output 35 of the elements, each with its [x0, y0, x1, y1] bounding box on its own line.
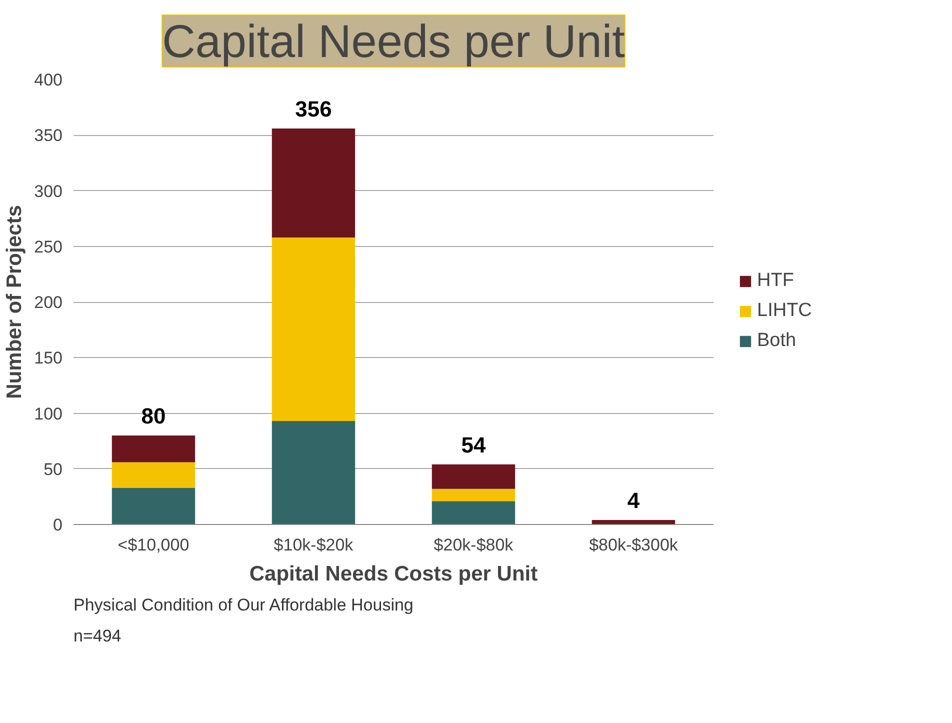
bar — [272, 237, 356, 422]
y-tick-label: 400 — [34, 70, 63, 90]
x-axis-title: Capital Needs Costs per Unit — [249, 562, 538, 586]
y-tick-label: 300 — [34, 182, 63, 201]
chart-title: Capital Needs per Unit — [162, 15, 626, 67]
x-tick-label: $20k-$80k — [434, 536, 514, 554]
total-label: 356 — [295, 96, 332, 122]
y-tick-label: 250 — [34, 237, 63, 256]
text: Physical Condition of Our Affordable Housing — [74, 596, 414, 614]
bar — [432, 464, 516, 489]
legend-label: HTF — [757, 270, 795, 292]
legend-label: LIHTC — [757, 300, 813, 322]
y-tick-label: 100 — [34, 404, 63, 424]
total-label: 80 — [141, 404, 166, 428]
y-tick-label: 0 — [53, 516, 63, 534]
y-tick-label: 200 — [34, 293, 63, 312]
bar — [112, 462, 196, 488]
bar — [112, 488, 196, 524]
x-tick-label: <$10,000 — [118, 536, 190, 554]
bar — [112, 436, 196, 462]
y-axis-title: Number of Projects — [3, 205, 26, 399]
legend-label: Both — [757, 330, 798, 352]
y-tick-label: 150 — [34, 348, 63, 368]
y-tick-label: 350 — [34, 126, 63, 146]
text: n=494 — [74, 626, 122, 646]
bar — [432, 488, 516, 502]
x-tick-label: $80k-$300k — [589, 536, 678, 554]
x-tick-label: $10k-$20k — [274, 536, 354, 554]
bar — [432, 501, 516, 524]
total-label: 54 — [461, 432, 486, 458]
total-label: 4 — [627, 488, 640, 514]
bar — [592, 520, 676, 524]
bar — [272, 421, 356, 524]
bar — [272, 128, 356, 238]
y-tick-label: 50 — [44, 460, 63, 479]
